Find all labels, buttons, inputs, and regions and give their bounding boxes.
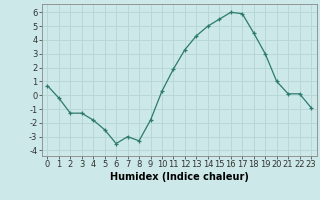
X-axis label: Humidex (Indice chaleur): Humidex (Indice chaleur) — [110, 172, 249, 182]
